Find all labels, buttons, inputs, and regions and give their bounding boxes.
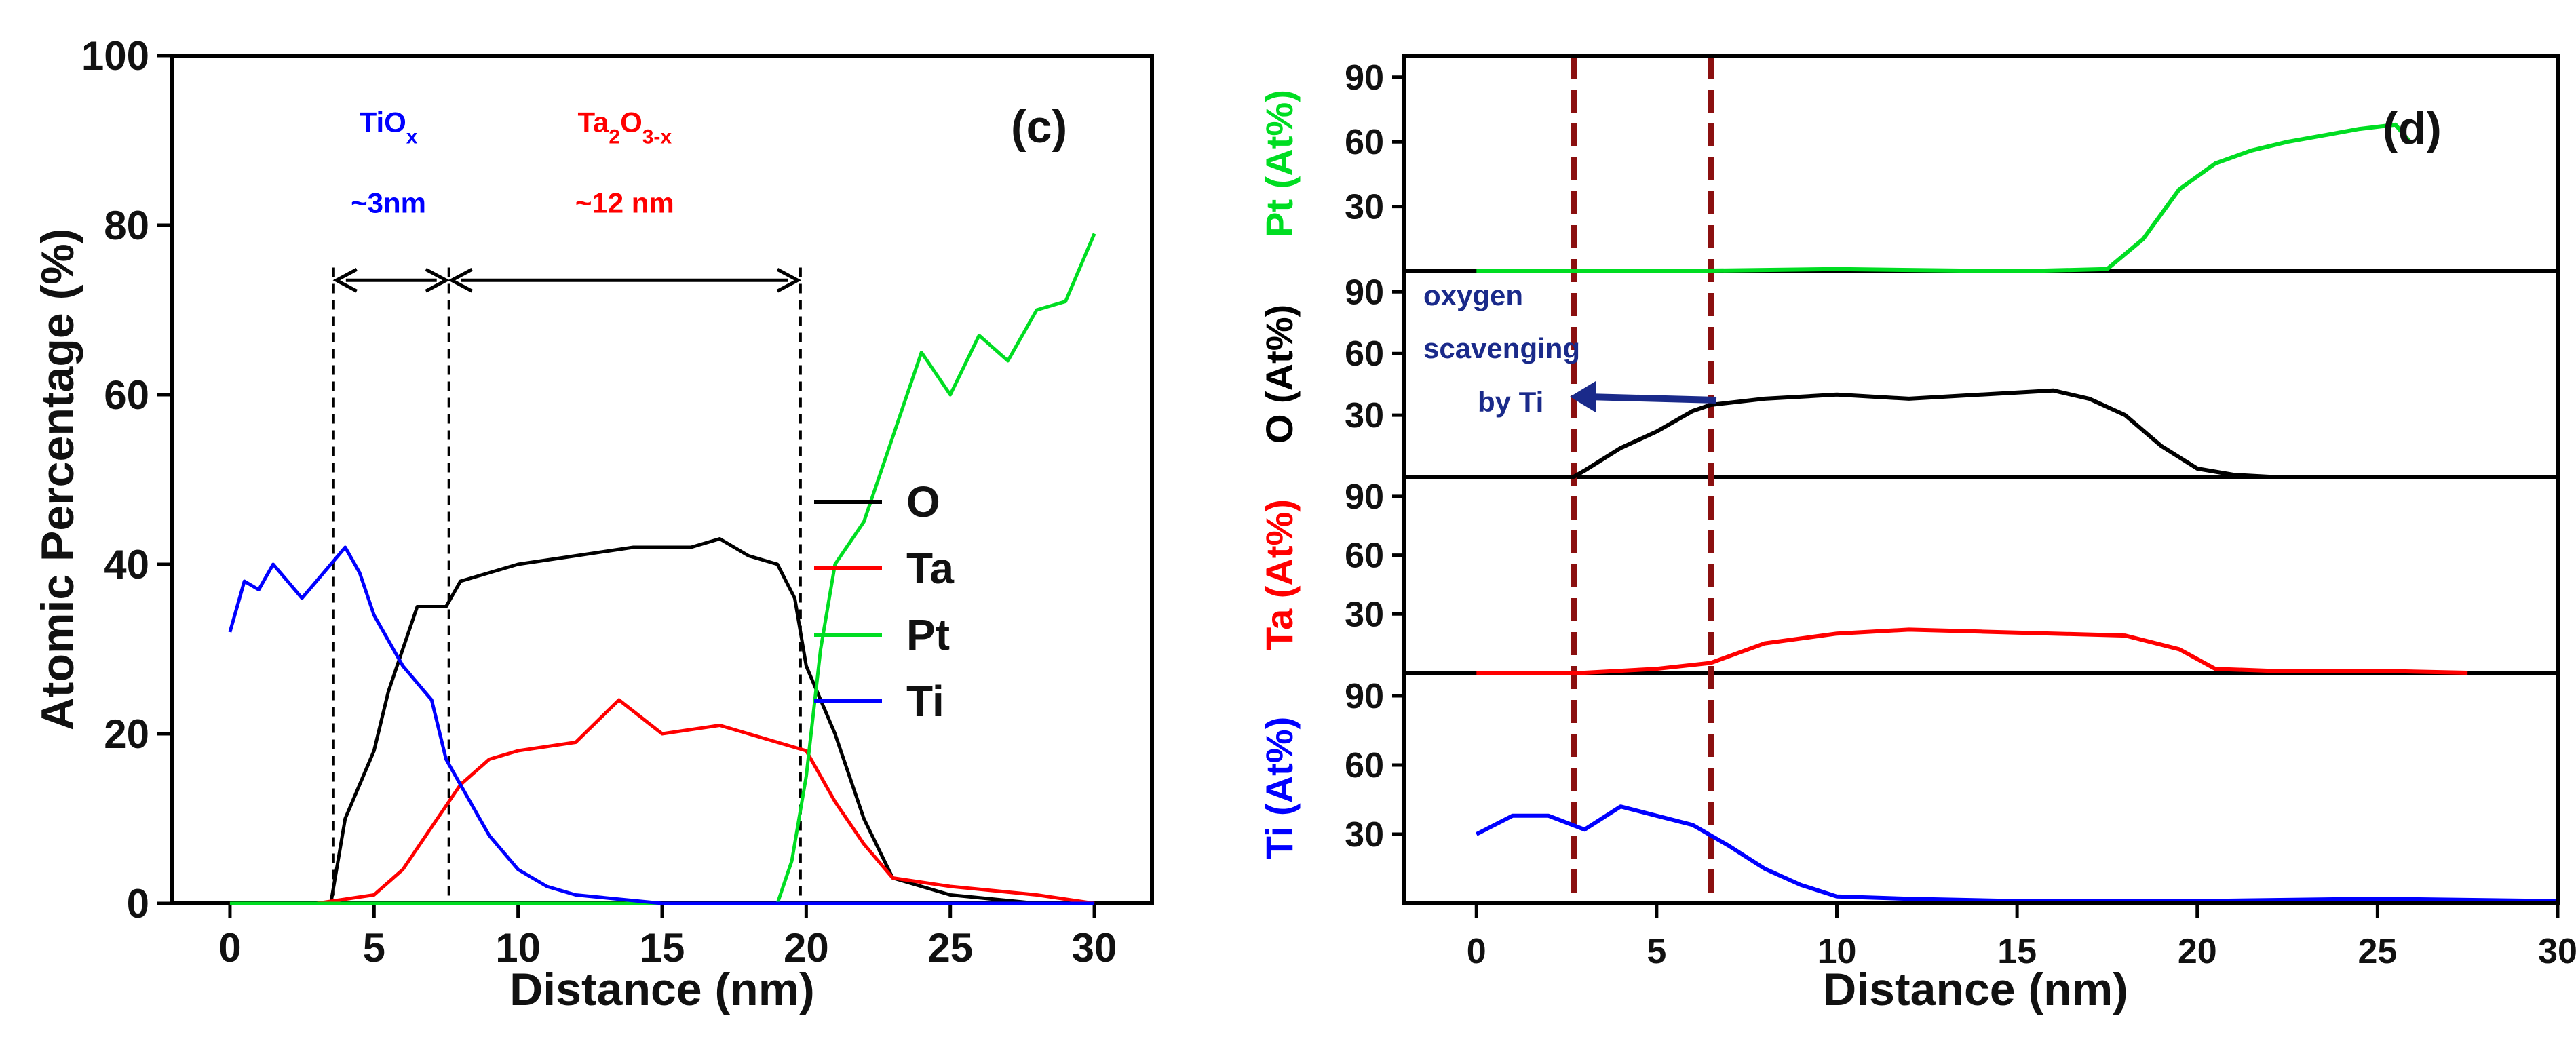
panel-c-frame bbox=[170, 54, 1154, 905]
series-line-ta bbox=[1476, 627, 2468, 675]
y-tick-label-ti: 90 bbox=[1345, 677, 1384, 716]
x-tick-label: 0 bbox=[218, 925, 241, 971]
oxygen-scavenging-annotation: oxygen scavenging by Ti bbox=[1423, 279, 1717, 418]
panel-d-frame bbox=[1402, 54, 2560, 905]
y-tick-label-pt: 60 bbox=[1345, 123, 1384, 162]
x-tick-label: 15 bbox=[640, 925, 685, 971]
x-tick-label: 0 bbox=[1467, 932, 1486, 971]
tiox-width-arrow-right-head bbox=[425, 268, 450, 293]
annotation-tiox: TiOx bbox=[360, 106, 418, 149]
legend-label-ti: Ti bbox=[906, 677, 944, 726]
annotation-line-oxygen: oxygen bbox=[1423, 279, 1523, 311]
ylabel-pt: Pt (At%) bbox=[1258, 90, 1301, 237]
series-line-ta bbox=[229, 698, 1095, 905]
panel-c-label: (c) bbox=[1011, 101, 1067, 153]
y-tick-label-o: 30 bbox=[1345, 396, 1384, 435]
y-tick-label: 20 bbox=[104, 711, 149, 757]
y-tick-label-pt: 30 bbox=[1345, 188, 1384, 227]
panel-c-series bbox=[228, 233, 1096, 905]
annotation-ta2o3-width: ~12 nm bbox=[575, 187, 674, 218]
ta2o3-width-arrow-right-head bbox=[776, 268, 802, 293]
x-tick-label: 30 bbox=[2538, 932, 2576, 971]
ta2o3-width-arrow-left-head bbox=[448, 268, 473, 293]
x-tick-label: 10 bbox=[495, 925, 541, 971]
panel-c-reference-lines bbox=[332, 267, 802, 903]
panel-c-legend: O Ta Pt Ti bbox=[814, 477, 954, 726]
series-line-ti bbox=[228, 545, 1095, 905]
panel-c-xlabel: Distance (nm) bbox=[510, 964, 815, 1015]
annotation-arrow-head bbox=[1570, 381, 1596, 412]
x-tick-label: 5 bbox=[363, 925, 385, 971]
x-tick-label: 20 bbox=[784, 925, 829, 971]
y-tick-label-pt: 90 bbox=[1345, 58, 1384, 98]
legend-label-ta: Ta bbox=[906, 544, 954, 593]
tiox-width-arrow-left-head bbox=[332, 268, 358, 293]
series-line-ti bbox=[1475, 804, 2558, 903]
x-tick-label: 20 bbox=[2178, 932, 2217, 971]
y-tick-label: 40 bbox=[104, 542, 149, 587]
y-tick-label-ta: 30 bbox=[1345, 595, 1384, 634]
ylabel-o: O (At%) bbox=[1258, 305, 1301, 444]
series-line-o bbox=[229, 537, 1095, 905]
x-tick-label: 30 bbox=[1072, 925, 1117, 971]
x-tick-label: 25 bbox=[2358, 932, 2397, 971]
annotation-tiox-width: ~3nm bbox=[351, 187, 426, 218]
x-tick-label: 10 bbox=[1818, 932, 1857, 971]
annotation-ta2o3: Ta2O3-x bbox=[577, 106, 672, 149]
y-tick-label-ti: 30 bbox=[1345, 815, 1384, 855]
legend-label-o: O bbox=[906, 477, 940, 526]
panel-d-reference-lines bbox=[1571, 56, 1714, 903]
y-tick-label-o: 90 bbox=[1345, 273, 1384, 312]
panel-d-x-ticks: 0 5 10 15 20 25 30 bbox=[1467, 903, 2576, 971]
y-tick-label-o: 60 bbox=[1345, 334, 1384, 374]
y-tick-label-ti: 60 bbox=[1345, 746, 1384, 785]
annotation-arrow-shaft bbox=[1587, 393, 1717, 404]
panel-c-chart: 0 5 10 15 20 25 30 0 20 40 60 80 100 TiOx ~3nm Ta2O3-x… bbox=[32, 33, 1154, 1015]
ylabel-ta: Ta (At%) bbox=[1258, 499, 1301, 650]
y-tick-label: 80 bbox=[104, 203, 149, 248]
series-line-pt bbox=[1476, 122, 2412, 273]
annotation-line-by-ti: by Ti bbox=[1478, 386, 1543, 418]
y-tick-label-ta: 90 bbox=[1345, 477, 1384, 517]
panel-c-ticks: 0 5 10 15 20 25 30 0 20 40 60 80 100 bbox=[81, 33, 1117, 971]
series-line-o bbox=[1523, 388, 2270, 479]
x-tick-label: 25 bbox=[927, 925, 973, 971]
panel-d-xlabel: Distance (nm) bbox=[1823, 964, 2128, 1015]
series-line-pt bbox=[229, 233, 1096, 905]
y-tick-label: 0 bbox=[127, 881, 149, 926]
annotation-line-scavenging: scavenging bbox=[1423, 332, 1580, 364]
panel-c-ylabel: Atomic Percentage (%) bbox=[32, 229, 83, 731]
panel-d-chart: 30 60 90 Pt (At%) 30 60 90 O (At%) 30 60 90 Ta (At%… bbox=[1258, 54, 2576, 1015]
panel-d-stacked-panels: 30 60 90 Pt (At%) 30 60 90 O (At%) 30 60 90 Ta (At%… bbox=[1258, 58, 2558, 859]
panel-d-label: (d) bbox=[2383, 102, 2442, 154]
x-tick-label: 15 bbox=[1997, 932, 2037, 971]
legend-label-pt: Pt bbox=[906, 610, 950, 659]
x-tick-label: 5 bbox=[1647, 932, 1666, 971]
panel-c-width-arrows bbox=[332, 268, 802, 293]
panel-d-series bbox=[1475, 122, 2558, 903]
y-tick-label: 100 bbox=[81, 33, 149, 79]
y-tick-label-ta: 60 bbox=[1345, 536, 1384, 576]
ylabel-ti: Ti (At%) bbox=[1258, 717, 1301, 860]
y-tick-label: 60 bbox=[104, 372, 149, 418]
panel-c-annotations: TiOx ~3nm Ta2O3-x ~12 nm bbox=[351, 106, 674, 219]
